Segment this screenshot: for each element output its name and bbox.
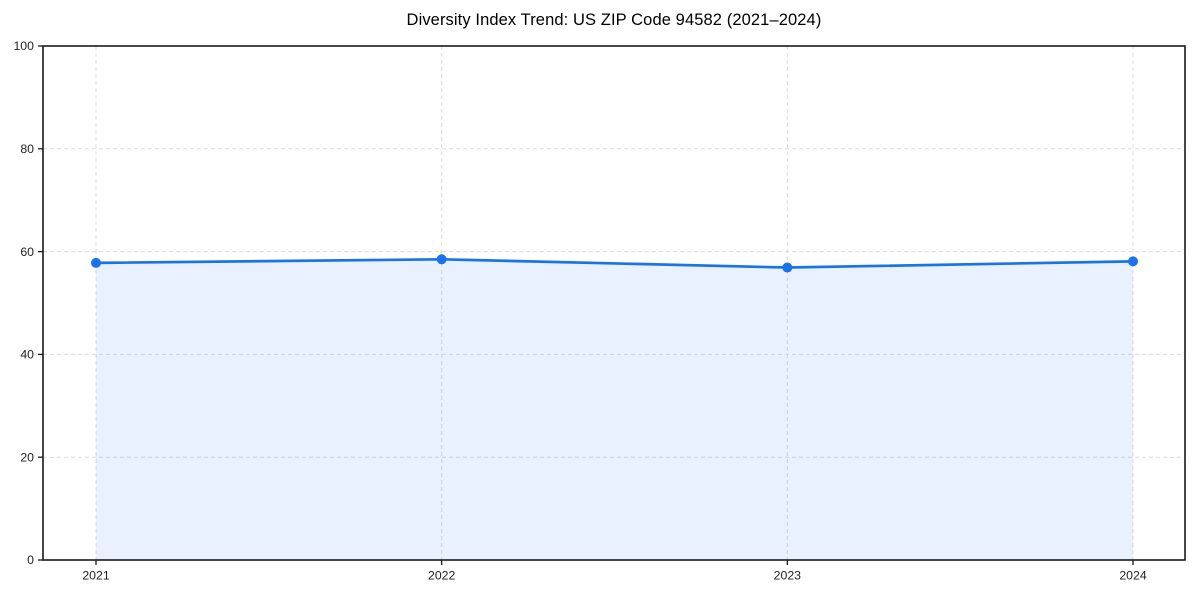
area-fill bbox=[96, 259, 1133, 560]
y-tick-label: 80 bbox=[20, 142, 34, 156]
y-tick-label: 100 bbox=[13, 39, 34, 53]
y-tick-label: 20 bbox=[20, 450, 34, 464]
x-tick-label: 2021 bbox=[82, 569, 110, 583]
x-tick-label: 2024 bbox=[1119, 569, 1147, 583]
x-tick-label: 2022 bbox=[428, 569, 456, 583]
plot-border bbox=[42, 45, 1186, 561]
data-point-2024 bbox=[1128, 256, 1138, 267]
data-point-2023 bbox=[782, 262, 793, 273]
y-tick-label: 40 bbox=[20, 348, 34, 362]
data-point-2022 bbox=[436, 254, 447, 265]
data-point-2021 bbox=[91, 257, 101, 268]
y-tick-label: 0 bbox=[27, 553, 34, 567]
trend-line bbox=[94, 257, 1135, 269]
y-tick-label: 60 bbox=[20, 245, 34, 259]
chart-title: Diversity Index Trend: US ZIP Code 94582… bbox=[406, 11, 822, 29]
x-tick-label: 2023 bbox=[774, 569, 802, 583]
